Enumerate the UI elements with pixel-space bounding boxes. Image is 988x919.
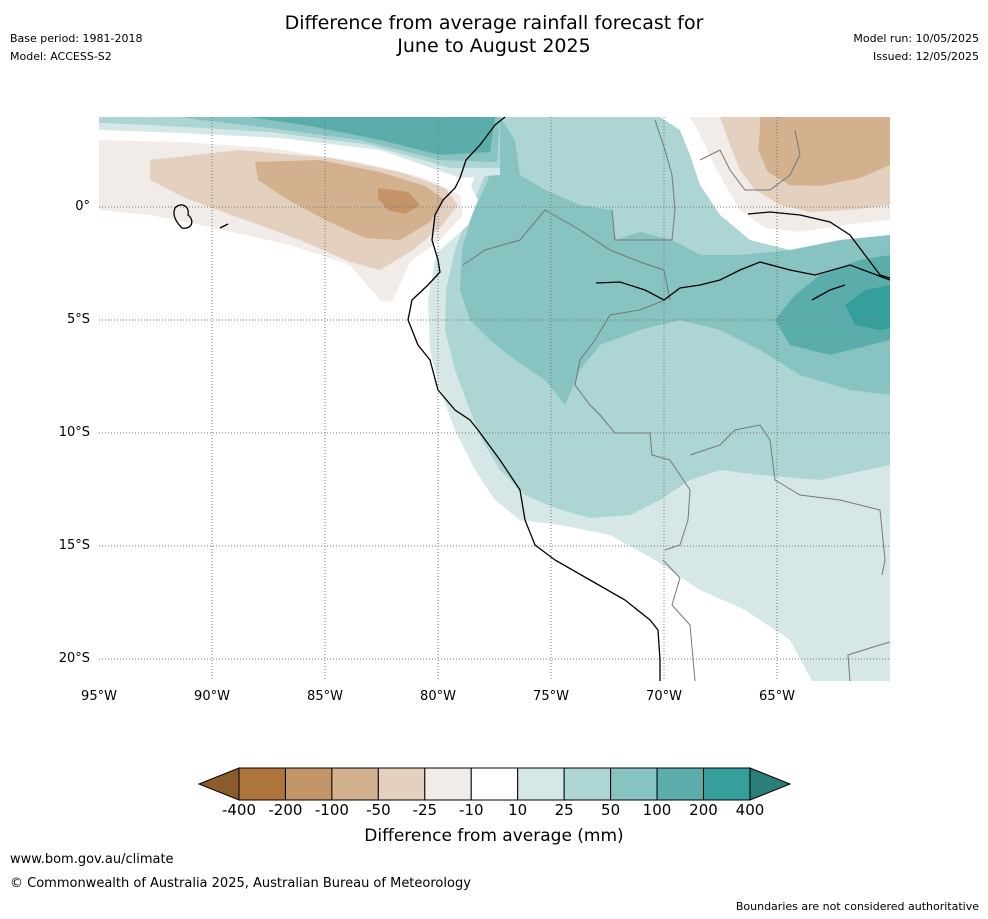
colorbar-bin-5 (470, 767, 519, 801)
map-title: Difference from average rainfall forecas… (0, 12, 988, 58)
lat-label-10s: 10°S (58, 425, 90, 440)
country-boundaries (462, 119, 891, 682)
lon-label-90w: 90°W (194, 689, 230, 704)
colorbar-over-arrow (749, 767, 792, 801)
base-period: Base period: 1981-2018 (10, 32, 143, 45)
footer-copyright: © Commonwealth of Australia 2025, Austra… (10, 876, 471, 891)
lon-label-80w: 80°W (420, 689, 456, 704)
field-50-100 (460, 117, 890, 405)
colorbar-bin-6 (517, 767, 565, 801)
field-minus-100-minus-50-ne (758, 117, 890, 186)
colorbar-bin-1 (284, 767, 333, 801)
lon-label-75w: 75°W (533, 689, 569, 704)
lon-label-95w: 95°W (81, 689, 117, 704)
colorbar-bin-10 (703, 767, 751, 801)
colorbar-bin-4 (424, 767, 472, 801)
colorbar-label-3: -50 (366, 801, 391, 819)
issued-date: Issued: 12/05/2025 (872, 50, 979, 63)
colorbar-bin-8 (610, 767, 658, 801)
colorbar-bin-9 (656, 767, 704, 801)
colorbar-bin-3 (377, 767, 426, 801)
colorbar-label-8: 50 (601, 801, 621, 819)
footer-disclaimer: Boundaries are not considered authoritat… (735, 900, 979, 913)
lon-label-85w: 85°W (307, 689, 343, 704)
colorbar-bin-2 (331, 767, 379, 801)
colorbar-label-6: 10 (508, 801, 528, 819)
field-minus-200-minus-100-ocean (378, 188, 420, 214)
colorbar-title: Difference from average (mm) (364, 826, 624, 846)
model-run: Model run: 10/05/2025 (853, 32, 979, 45)
colorbar-label-2: -100 (314, 801, 349, 819)
colorbar-label-4: -25 (412, 801, 438, 819)
colorbar-label-1: -200 (268, 801, 303, 819)
footer-url: www.bom.gov.au/climate (10, 852, 174, 867)
lat-label-5s: 5°S (66, 312, 90, 327)
colorbar-label-0: -400 (221, 801, 257, 819)
field-100-200-north-ocean (250, 117, 495, 155)
colorbar-bin-0 (238, 767, 286, 801)
colorbar-bin-7 (563, 767, 612, 801)
map-fields (99, 117, 890, 681)
graticule (99, 117, 890, 681)
field-100-200 (775, 255, 890, 355)
colorbar-label-7: 25 (554, 801, 574, 819)
lon-label-65w: 65°W (759, 689, 795, 704)
lat-label-0: 0° (75, 199, 90, 214)
map-title-line1: Difference from average rainfall forecas… (284, 12, 704, 34)
lat-label-15s: 15°S (58, 538, 90, 553)
colorbar (197, 767, 792, 801)
colorbar-label-11: 400 (735, 801, 765, 819)
map-title-line2: June to August 2025 (397, 35, 591, 57)
field-minus-100-minus-50-ocean (255, 160, 445, 240)
model-name: Model: ACCESS-S2 (10, 50, 112, 63)
colorbar-label-9: 100 (642, 801, 672, 819)
lat-label-20s: 20°S (58, 651, 90, 666)
lon-label-70w: 70°W (646, 689, 682, 704)
colorbar-label-10: 200 (689, 801, 718, 819)
coastlines (173, 116, 891, 681)
colorbar-label-5: -10 (459, 801, 484, 819)
colorbar-under-arrow (197, 767, 240, 801)
field-200-400 (845, 285, 890, 330)
